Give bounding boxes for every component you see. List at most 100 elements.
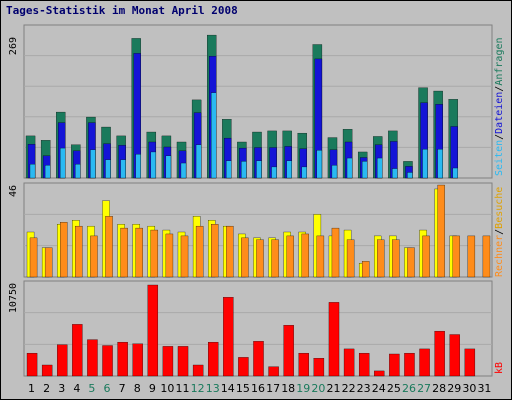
kb-bar	[26, 352, 38, 377]
seiten-bar	[331, 165, 338, 179]
panel-3-legend: kB	[494, 362, 505, 374]
seiten-bar	[150, 151, 157, 179]
kb-bar	[41, 364, 53, 377]
rechner-bar	[301, 233, 309, 278]
legend-separator: /	[494, 229, 505, 235]
panel-1-max-label: 269	[8, 37, 19, 55]
legend-kb: kB	[494, 362, 505, 374]
seiten-bar	[105, 159, 111, 179]
seiten-bar	[361, 161, 368, 179]
kb-bar	[374, 370, 385, 377]
kb-bar	[283, 325, 294, 377]
x-tick-label: 12	[191, 382, 205, 395]
legend-besuche: Besuche	[494, 187, 505, 229]
x-tick-label: 6	[104, 382, 111, 395]
seiten-bar	[135, 154, 141, 179]
kb-bar	[434, 330, 445, 377]
seiten-bar	[422, 149, 428, 179]
rechner-bar	[271, 239, 279, 278]
legend-separator: /	[494, 86, 505, 92]
rechner-bar	[120, 227, 128, 278]
rechner-bar	[195, 225, 204, 278]
seiten-bar	[346, 157, 353, 179]
rechner-bar	[165, 233, 174, 278]
seiten-bar	[60, 147, 66, 179]
x-tick-label: 31	[477, 382, 491, 395]
kb-bar	[102, 345, 113, 377]
x-tick-label: 11	[176, 382, 190, 395]
rechner-bar	[44, 247, 53, 278]
rechner-bar	[392, 239, 400, 278]
seiten-bar	[29, 164, 36, 179]
x-tick-label: 10	[160, 382, 174, 395]
rechner-bar	[60, 222, 68, 278]
x-tick-label: 20	[311, 382, 325, 395]
panel-1-legend: Seiten/Dateien/Anfragen	[494, 37, 505, 176]
x-tick-label: 23	[357, 382, 371, 395]
x-tick-label: 28	[432, 382, 446, 395]
rechner-bar	[346, 239, 355, 278]
kb-bar	[358, 352, 370, 377]
kb-bar	[57, 344, 68, 377]
x-tick-label: 30	[462, 382, 476, 395]
x-tick-label: 13	[206, 382, 220, 395]
kb-bar	[298, 352, 309, 377]
rechner-bar	[211, 224, 219, 278]
seiten-bar	[120, 159, 126, 179]
legend-separator: /	[494, 134, 505, 140]
legend-anfragen: Anfragen	[494, 37, 505, 85]
kb-bar	[223, 297, 234, 377]
rechner-bar	[377, 239, 385, 278]
seiten-bar	[241, 161, 247, 179]
x-tick-label: 29	[447, 382, 461, 395]
seiten-bar	[195, 144, 202, 179]
x-tick-label: 8	[134, 382, 141, 395]
kb-bar	[328, 302, 340, 377]
rechner-bar	[226, 225, 234, 278]
rechner-bar	[286, 235, 294, 278]
rechner-bar	[90, 235, 98, 278]
rechner-bar	[256, 239, 264, 278]
seiten-bar	[392, 168, 398, 179]
kb-bar	[449, 334, 460, 377]
x-tick-label: 7	[119, 382, 126, 395]
kb-bar	[389, 353, 400, 377]
rechner-bar	[241, 237, 249, 278]
seiten-bar	[226, 160, 232, 179]
kb-bar	[177, 346, 189, 377]
kb-bar	[253, 341, 264, 377]
x-tick-label: 9	[149, 382, 156, 395]
seiten-bar	[75, 164, 81, 179]
x-tick-label: 16	[251, 382, 265, 395]
rechner-bar	[29, 237, 38, 278]
kb-bar	[343, 348, 355, 377]
rechner-bar	[407, 247, 415, 278]
x-tick-label: 14	[221, 382, 235, 395]
x-tick-label: 22	[342, 382, 356, 395]
kb-bar	[208, 341, 219, 377]
x-tick-label: 25	[387, 382, 401, 395]
rechner-bar	[437, 184, 445, 278]
panel-2-max-label: 46	[8, 185, 19, 197]
rechner-bar	[316, 235, 325, 278]
seiten-bar	[452, 167, 458, 179]
kb-bar	[192, 364, 204, 377]
seiten-bar	[301, 166, 307, 179]
seiten-bar	[407, 172, 413, 179]
x-tick-label: 21	[326, 382, 340, 395]
legend-dateien: Dateien	[494, 92, 505, 134]
seiten-bar	[211, 92, 217, 179]
x-tick-label: 2	[43, 382, 50, 395]
kb-bar	[313, 358, 325, 377]
legend-seiten: Seiten	[494, 140, 505, 176]
seiten-bar	[165, 155, 172, 179]
rechner-bar	[467, 235, 476, 278]
kb-bar	[132, 343, 143, 377]
kb-bar	[87, 339, 98, 377]
x-tick-label: 17	[266, 382, 280, 395]
x-tick-label: 15	[236, 382, 250, 395]
kb-bar	[162, 346, 174, 377]
rechner-bar	[135, 227, 143, 278]
kb-bar	[464, 348, 476, 377]
rechner-bar	[452, 235, 460, 278]
